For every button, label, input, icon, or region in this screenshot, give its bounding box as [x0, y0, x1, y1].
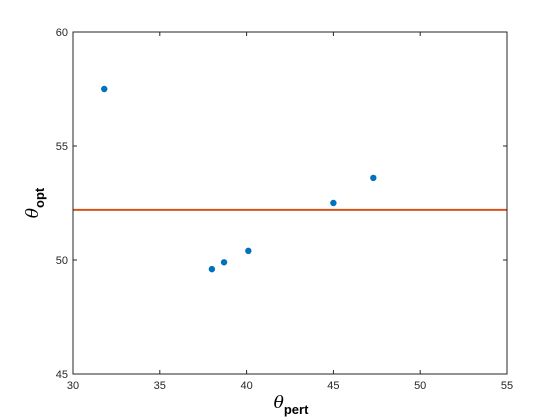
scatter-point [101, 85, 108, 93]
axes-box [72, 31, 508, 375]
y-tick-label: 50 [56, 255, 68, 267]
scatter-point [208, 265, 216, 273]
y-axis-ticks: 45 50 55 60 [56, 27, 507, 381]
scatter-point [370, 174, 377, 182]
y-axis-label: θopt [23, 187, 47, 218]
x-axis-ticks: 30 35 40 45 50 55 [67, 32, 513, 392]
scatter-point [245, 247, 252, 255]
scatter-point [220, 259, 228, 266]
x-axis-label-subscript: pert [284, 402, 309, 417]
x-axis-label-symbol: θ [274, 393, 284, 413]
y-axis-label-subscript: opt [32, 187, 47, 208]
x-tick-label: 55 [501, 380, 513, 392]
scatter-point [330, 199, 337, 207]
x-tick-label: 50 [414, 380, 426, 392]
x-axis-label: θpert [274, 393, 309, 417]
y-tick-label: 60 [56, 27, 68, 39]
plot-background [73, 32, 507, 374]
y-tick-label: 55 [56, 141, 68, 153]
y-tick-label: 45 [56, 369, 68, 381]
plot-area [73, 32, 507, 374]
x-tick-label: 40 [240, 380, 252, 392]
axes [72, 31, 508, 375]
x-tick-label: 45 [327, 380, 339, 392]
x-tick-label: 35 [154, 380, 166, 392]
y-axis-label-symbol: θ [23, 208, 43, 218]
x-tick-label: 30 [67, 380, 79, 392]
